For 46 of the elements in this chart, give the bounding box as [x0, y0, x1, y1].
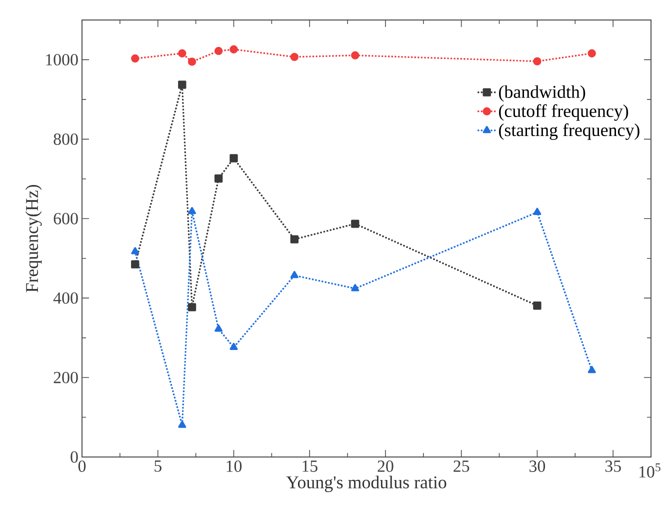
point: [290, 52, 299, 62]
point: [230, 45, 238, 54]
point: [533, 302, 542, 310]
y-tick-label: 600: [54, 212, 78, 224]
point: [188, 206, 196, 214]
point: [290, 235, 299, 244]
y-tick-label: 200: [54, 372, 78, 384]
point: [533, 208, 542, 215]
x-axis-title: Young's modulus ratio: [286, 476, 446, 492]
point: [588, 49, 596, 58]
point: [230, 154, 238, 162]
x-tick-label: 25: [454, 460, 470, 472]
point: [533, 57, 542, 66]
x-tick-label: 30: [530, 460, 546, 472]
y-tick-label: 0: [70, 451, 78, 463]
x-tick-label: 10: [226, 460, 242, 472]
x-tick-label: 35: [605, 460, 621, 472]
point: [131, 54, 140, 63]
point: [214, 46, 223, 56]
point: [588, 366, 596, 374]
point: [131, 260, 140, 268]
point: [178, 49, 186, 58]
point: [351, 51, 360, 60]
point: [351, 284, 360, 292]
legend-label: (bandwidth): [499, 85, 586, 102]
y-tick-label: 400: [53, 292, 78, 304]
x-tick-label: 0: [78, 460, 86, 472]
point: [131, 247, 140, 254]
x-tick-label: 15: [302, 460, 318, 472]
point: [214, 324, 223, 332]
point: [351, 220, 360, 228]
point: [188, 303, 196, 312]
point: [290, 270, 298, 278]
y-axis-title: Frequency(Hz): [25, 184, 42, 292]
point: [178, 420, 186, 428]
legend-label: (cutoff frequency): [499, 104, 628, 121]
x-tick-label: 5: [154, 460, 162, 472]
y-tick-label: 800: [54, 133, 78, 145]
point: [230, 342, 238, 350]
point: [188, 58, 196, 66]
point: [214, 174, 223, 183]
x-tick-label: 20: [378, 460, 394, 472]
y-tick-label: 1000: [46, 54, 78, 66]
point: [178, 80, 186, 89]
legend-label: (starting frequency): [499, 123, 640, 140]
text: 10$^{5}$: [639, 463, 660, 478]
